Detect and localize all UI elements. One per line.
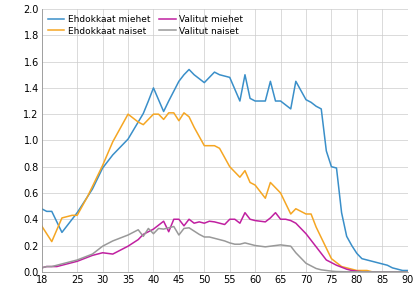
Ehdokkaat miehet (121, 143, 126, 146)
Valitut naiset (405, 270, 410, 274)
Line: Ehdokkaat naiset: Ehdokkaat naiset (42, 113, 408, 272)
Valitut miehet (380, 270, 385, 274)
Ehdokkaat naiset (166, 111, 171, 115)
Ehdokkaat naiset (380, 270, 385, 274)
Line: Ehdokkaat miehet: Ehdokkaat miehet (42, 69, 408, 271)
Valitut miehet (405, 270, 410, 274)
Valitut naiset (364, 270, 369, 274)
Ehdokkaat miehet (161, 110, 166, 113)
Valitut naiset (354, 270, 359, 274)
Ehdokkaat miehet (39, 207, 44, 210)
Legend: Ehdokkaat miehet, Ehdokkaat naiset, Valitut miehet, Valitut naiset: Ehdokkaat miehet, Ehdokkaat naiset, Vali… (46, 14, 245, 37)
Valitut miehet (39, 266, 44, 270)
Ehdokkaat miehet (405, 269, 410, 272)
Ehdokkaat miehet (375, 261, 380, 265)
Valitut miehet (161, 220, 166, 223)
Valitut naiset (227, 241, 232, 245)
Ehdokkaat naiset (161, 117, 166, 121)
Line: Valitut naiset: Valitut naiset (42, 226, 408, 272)
Valitut naiset (39, 266, 44, 270)
Ehdokkaat naiset (39, 224, 44, 228)
Ehdokkaat miehet (359, 257, 364, 260)
Line: Valitut miehet: Valitut miehet (42, 213, 408, 272)
Ehdokkaat miehet (186, 68, 191, 71)
Ehdokkaat miehet (400, 269, 405, 272)
Valitut naiset (161, 227, 166, 231)
Valitut miehet (121, 247, 126, 251)
Valitut miehet (364, 270, 369, 274)
Valitut miehet (349, 269, 354, 272)
Ehdokkaat naiset (405, 270, 410, 274)
Ehdokkaat naiset (121, 121, 126, 125)
Ehdokkaat miehet (227, 76, 232, 79)
Valitut naiset (344, 270, 349, 274)
Ehdokkaat miehet (349, 244, 354, 247)
Ehdokkaat naiset (369, 270, 374, 274)
Ehdokkaat naiset (349, 267, 354, 271)
Ehdokkaat naiset (227, 165, 232, 169)
Ehdokkaat naiset (359, 269, 364, 272)
Valitut miehet (222, 223, 227, 226)
Valitut miehet (243, 211, 248, 214)
Valitut naiset (121, 235, 126, 239)
Valitut naiset (171, 225, 176, 228)
Valitut naiset (380, 270, 385, 274)
Valitut miehet (359, 270, 364, 274)
